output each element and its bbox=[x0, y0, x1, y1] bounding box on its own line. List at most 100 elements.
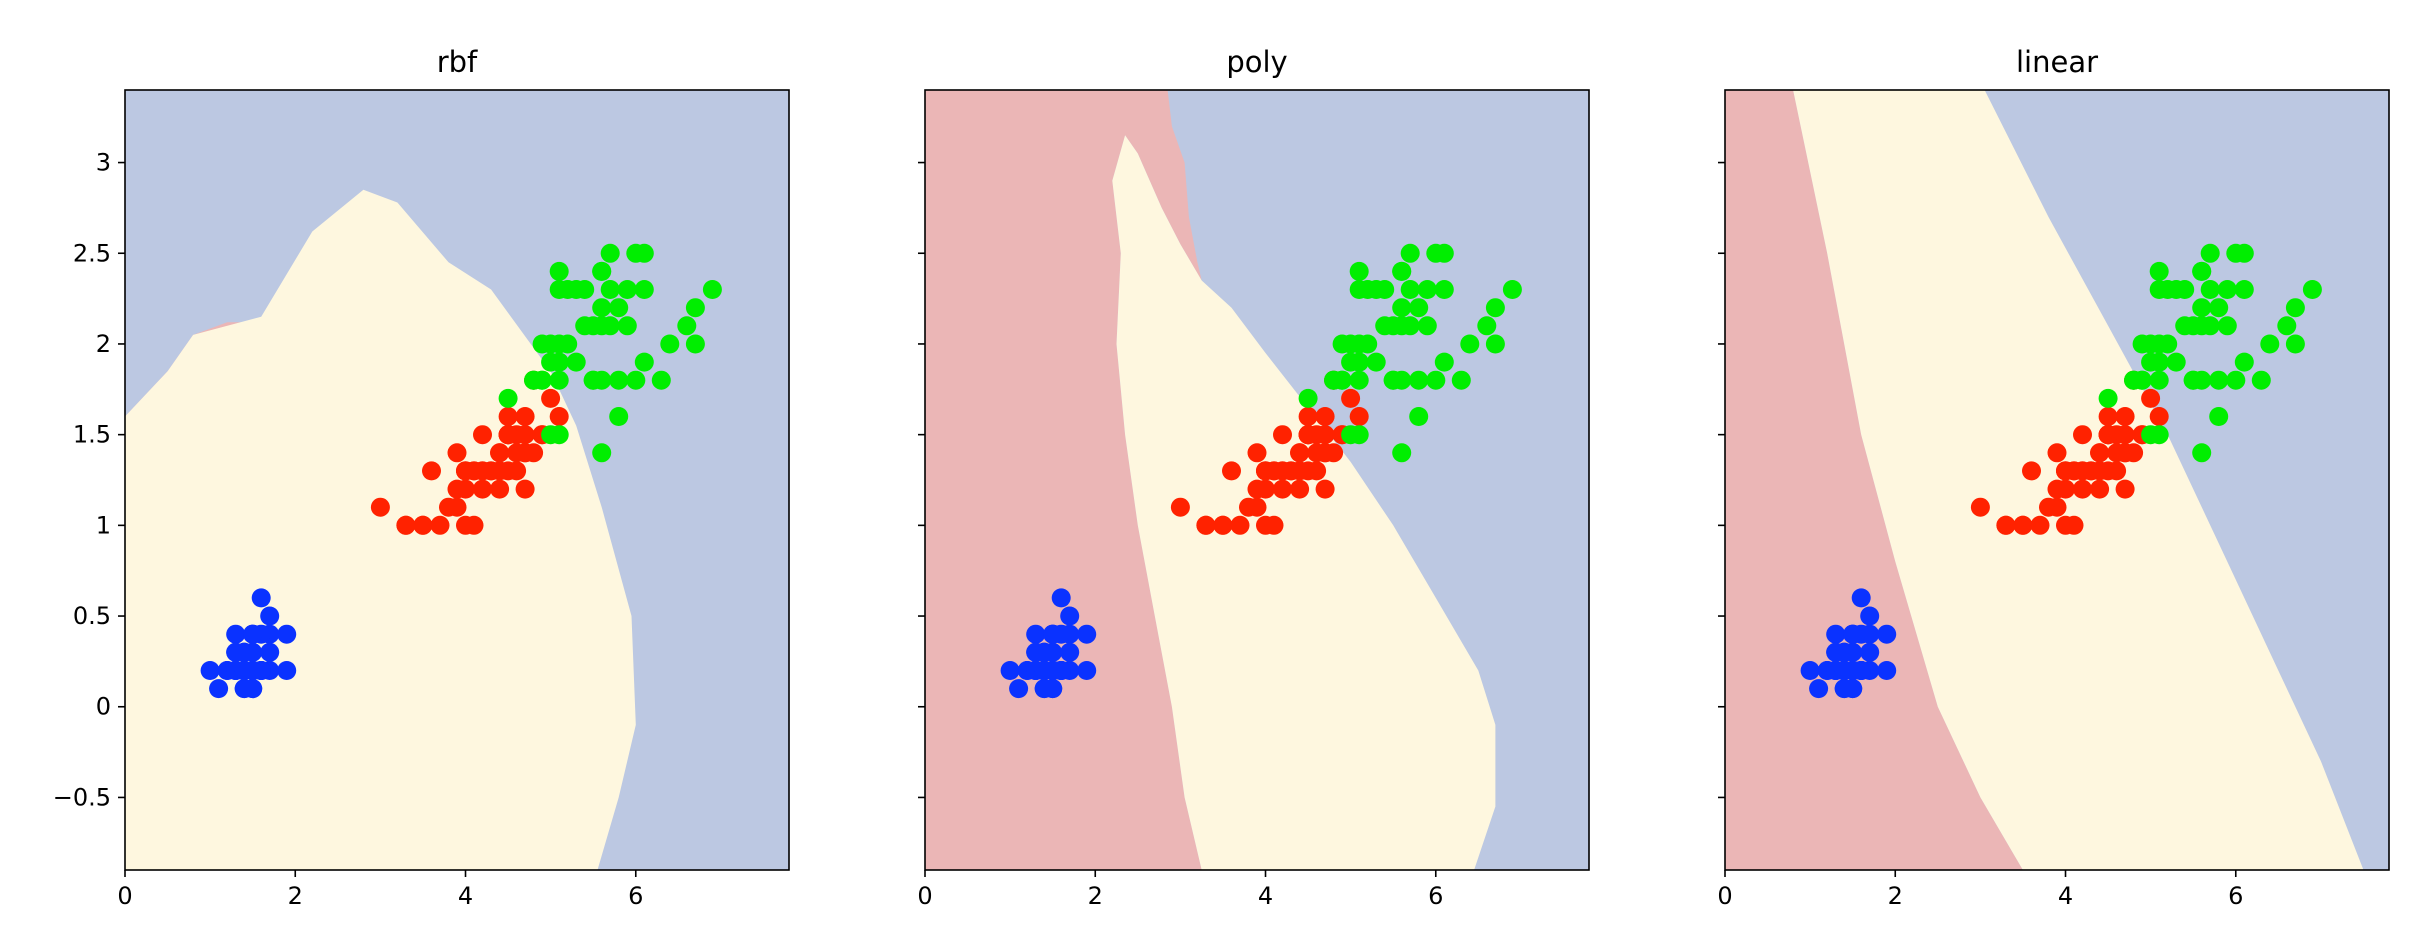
point-red bbox=[473, 479, 492, 499]
point-green bbox=[2149, 261, 2169, 281]
plot-area bbox=[925, 90, 1589, 870]
point-red bbox=[2081, 461, 2101, 481]
point-green bbox=[1426, 370, 1446, 390]
point-blue bbox=[1877, 624, 1897, 644]
x-tick-label: 4 bbox=[458, 882, 473, 910]
point-red bbox=[1307, 461, 1327, 481]
point-blue bbox=[277, 661, 297, 680]
point-blue bbox=[1051, 588, 1071, 608]
y-tick-label: 0.5 bbox=[73, 602, 111, 630]
point-green bbox=[2234, 352, 2254, 372]
point-red bbox=[1315, 479, 1335, 499]
point-red bbox=[2107, 443, 2127, 463]
point-green bbox=[583, 370, 603, 390]
point-red bbox=[370, 497, 390, 517]
point-green bbox=[1409, 298, 1429, 318]
point-green bbox=[558, 334, 578, 354]
point-red bbox=[2090, 443, 2110, 463]
point-red bbox=[2039, 497, 2058, 517]
point-green bbox=[1485, 334, 1505, 354]
point-green bbox=[1434, 243, 1454, 263]
point-green bbox=[1451, 370, 1471, 390]
point-blue bbox=[251, 588, 271, 608]
point-red bbox=[2064, 515, 2084, 535]
region-yellow bbox=[1112, 135, 1496, 870]
point-green bbox=[2192, 261, 2212, 281]
point-red bbox=[515, 479, 535, 499]
point-blue bbox=[1834, 642, 1854, 662]
point-green bbox=[2200, 280, 2220, 299]
point-green bbox=[609, 298, 629, 318]
point-red bbox=[2141, 388, 2161, 408]
point-red bbox=[2064, 461, 2084, 481]
point-green bbox=[2302, 280, 2322, 299]
point-green bbox=[1349, 370, 1369, 390]
point-green bbox=[541, 352, 561, 372]
point-green bbox=[2251, 370, 2271, 390]
point-red bbox=[439, 497, 458, 517]
point-red bbox=[2090, 479, 2110, 499]
point-green bbox=[617, 316, 637, 336]
point-red bbox=[447, 443, 467, 463]
point-blue bbox=[260, 642, 280, 662]
axes-frame bbox=[1724, 89, 2390, 871]
point-green bbox=[1434, 352, 1454, 372]
point-green bbox=[2209, 370, 2229, 390]
point-red bbox=[1324, 443, 1344, 463]
x-tick-label: 2 bbox=[1888, 882, 1903, 910]
point-red bbox=[1290, 479, 1310, 499]
point-green bbox=[1298, 388, 1318, 408]
point-red bbox=[507, 443, 527, 463]
point-green bbox=[600, 243, 620, 263]
point-green bbox=[2124, 370, 2144, 390]
point-green bbox=[2192, 316, 2212, 336]
point-red bbox=[1970, 497, 1990, 517]
panel-title: rbf bbox=[437, 45, 478, 79]
point-green bbox=[2158, 334, 2178, 354]
point-red bbox=[430, 515, 450, 535]
axes-frame bbox=[124, 89, 790, 871]
point-green bbox=[2098, 388, 2118, 408]
point-green bbox=[1417, 280, 1437, 299]
y-tick-label: 0 bbox=[96, 693, 111, 721]
point-green bbox=[2285, 298, 2305, 318]
point-green bbox=[1358, 334, 1378, 354]
point-red bbox=[1341, 388, 1361, 408]
point-blue bbox=[234, 679, 254, 699]
x-tick-label: 0 bbox=[917, 882, 932, 910]
point-red bbox=[2115, 479, 2135, 499]
point-green bbox=[660, 334, 680, 354]
point-red bbox=[498, 407, 518, 426]
point-green bbox=[634, 352, 654, 372]
point-blue bbox=[1843, 624, 1863, 644]
point-green bbox=[2192, 443, 2212, 463]
point-green bbox=[685, 298, 705, 318]
point-green bbox=[549, 425, 569, 445]
point-green bbox=[1392, 261, 1412, 281]
point-blue bbox=[1877, 661, 1897, 680]
x-tick-label: 4 bbox=[1258, 882, 1273, 910]
point-green bbox=[1409, 370, 1429, 390]
point-blue bbox=[1826, 624, 1846, 644]
point-green bbox=[685, 334, 705, 354]
point-red bbox=[396, 515, 416, 535]
point-green bbox=[1349, 425, 1369, 445]
point-green bbox=[2285, 334, 2305, 354]
point-green bbox=[2260, 334, 2280, 354]
point-green bbox=[651, 370, 671, 390]
point-red bbox=[1281, 461, 1301, 481]
point-blue bbox=[234, 642, 254, 662]
point-green bbox=[1383, 370, 1403, 390]
point-blue bbox=[277, 624, 297, 644]
point-blue bbox=[1077, 661, 1097, 680]
point-red bbox=[490, 479, 510, 499]
point-red bbox=[1315, 425, 1335, 445]
point-red bbox=[2107, 461, 2127, 481]
region-red bbox=[1725, 90, 2023, 870]
point-green bbox=[592, 261, 612, 281]
point-green bbox=[532, 334, 552, 354]
point-red bbox=[413, 515, 433, 535]
x-tick-label: 0 bbox=[1717, 882, 1732, 910]
point-green bbox=[677, 316, 697, 336]
